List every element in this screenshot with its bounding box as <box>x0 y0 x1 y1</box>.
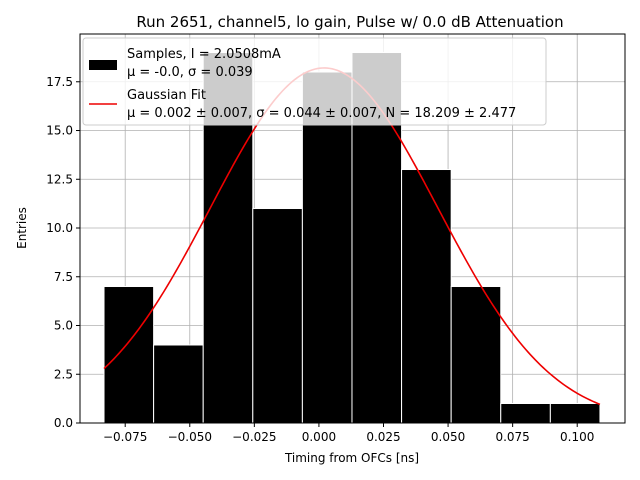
x-tick-label: 0.100 <box>560 430 594 444</box>
histogram-bar <box>401 169 452 424</box>
histogram-bar <box>549 403 601 424</box>
legend: Samples, I = 2.0508mA μ = -0.0, σ = 0.03… <box>82 37 547 126</box>
histogram-bar <box>301 71 353 424</box>
histogram-bar <box>252 208 303 424</box>
y-tick-label: 5.0 <box>54 319 73 333</box>
y-tick-label: 12.5 <box>46 172 73 186</box>
y-tick-label: 17.5 <box>46 75 73 89</box>
legend-fit-label-line1: Gaussian Fit <box>127 88 206 103</box>
x-tick-label: 0.050 <box>431 430 465 444</box>
histogram-bar <box>103 286 155 424</box>
x-tick-label: 0.075 <box>495 430 529 444</box>
y-axis-ticks: 0.0 2.5 5.0 7.5 10.0 12.5 15.0 17.5 <box>46 75 80 430</box>
legend-box <box>82 37 547 126</box>
y-tick-label: 7.5 <box>54 270 73 284</box>
x-axis-ticks: −0.075 −0.050 −0.025 0.000 0.025 0.050 0.075 0.… <box>103 423 594 444</box>
x-tick-label: −0.075 <box>103 430 147 444</box>
y-tick-label: 2.5 <box>54 367 73 381</box>
chart-title: Run 2651, channel5, lo gain, Pulse w/ 0.… <box>136 13 563 31</box>
histogram-bar <box>500 403 551 424</box>
histogram-bar <box>153 344 204 424</box>
x-axis-label: Timing from OFCs [ns] <box>284 451 419 465</box>
y-tick-label: 0.0 <box>54 416 73 430</box>
x-tick-label: −0.050 <box>168 430 212 444</box>
legend-samples-swatch <box>89 60 117 70</box>
x-tick-label: −0.025 <box>232 430 276 444</box>
x-tick-label: 0.000 <box>302 430 336 444</box>
legend-fit-label-line2: μ = 0.002 ± 0.007, σ = 0.044 ± 0.007, N … <box>127 106 516 121</box>
y-tick-label: 15.0 <box>46 124 73 138</box>
y-axis-label: Entries <box>15 207 29 249</box>
legend-samples-label-line2: μ = -0.0, σ = 0.039 <box>127 65 253 80</box>
x-tick-label: 0.025 <box>366 430 400 444</box>
legend-samples-label-line1: Samples, I = 2.0508mA <box>127 47 281 62</box>
y-tick-label: 10.0 <box>46 221 73 235</box>
